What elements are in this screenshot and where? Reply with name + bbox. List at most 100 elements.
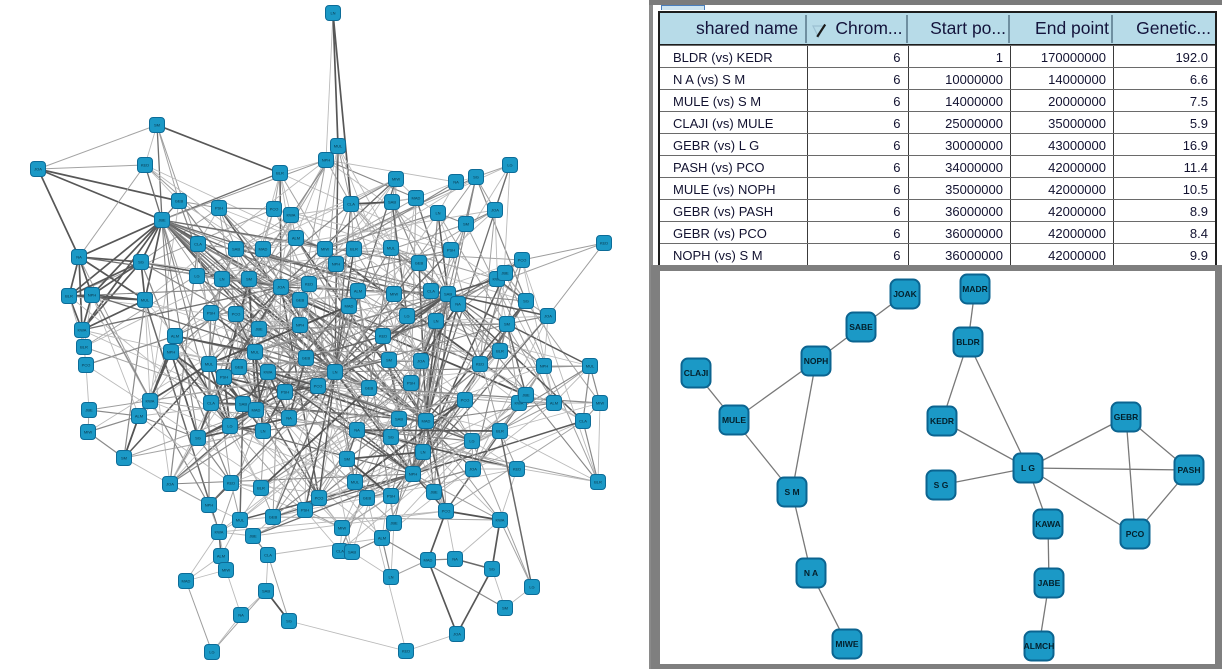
svg-text:LN: LN bbox=[260, 429, 265, 434]
svg-text:PCO: PCO bbox=[232, 312, 241, 317]
svg-text:KED: KED bbox=[476, 362, 484, 367]
svg-text:LN: LN bbox=[435, 211, 440, 216]
svg-text:SG: SG bbox=[138, 260, 144, 265]
svg-text:BLR: BLR bbox=[257, 486, 265, 491]
svg-text:SAB: SAB bbox=[232, 247, 240, 252]
svg-text:KED: KED bbox=[227, 481, 235, 486]
svg-text:KED: KED bbox=[305, 282, 313, 287]
svg-text:MUL: MUL bbox=[351, 480, 360, 485]
svg-text:LG: LG bbox=[209, 650, 214, 655]
svg-text:KED: KED bbox=[600, 241, 608, 246]
svg-text:JOA: JOA bbox=[34, 167, 42, 172]
svg-text:MUL: MUL bbox=[205, 362, 214, 367]
svg-text:NPH: NPH bbox=[540, 364, 549, 369]
svg-text:MUL: MUL bbox=[586, 364, 595, 369]
svg-text:LG: LG bbox=[404, 314, 409, 319]
svg-text:JBE: JBE bbox=[501, 271, 509, 276]
svg-text:PSH: PSH bbox=[215, 206, 223, 211]
svg-text:ALM: ALM bbox=[217, 554, 225, 559]
svg-text:KED: KED bbox=[141, 163, 149, 168]
svg-text:JABE: JABE bbox=[1038, 578, 1061, 588]
svg-text:JBE: JBE bbox=[158, 218, 166, 223]
svg-text:SAB: SAB bbox=[444, 292, 452, 297]
svg-text:JOA: JOA bbox=[453, 632, 461, 637]
svg-text:MIWE: MIWE bbox=[835, 639, 858, 649]
svg-text:CLA: CLA bbox=[207, 401, 215, 406]
svg-text:ALM: ALM bbox=[550, 401, 558, 406]
svg-text:LN: LN bbox=[433, 319, 438, 324]
svg-text:MAD: MAD bbox=[422, 419, 431, 424]
svg-text:PSH: PSH bbox=[301, 508, 309, 513]
svg-text:NA: NA bbox=[354, 428, 360, 433]
svg-text:PCO: PCO bbox=[518, 258, 527, 263]
svg-text:GEB: GEB bbox=[302, 356, 311, 361]
svg-text:SM: SM bbox=[121, 456, 127, 461]
svg-text:JBE: JBE bbox=[255, 327, 263, 332]
svg-text:N A: N A bbox=[804, 568, 818, 578]
svg-text:BLR: BLR bbox=[496, 349, 504, 354]
svg-text:SM: SM bbox=[502, 606, 508, 611]
svg-text:MAD: MAD bbox=[424, 558, 433, 563]
svg-text:SM: SM bbox=[246, 277, 252, 282]
svg-text:ALMCH: ALMCH bbox=[1024, 641, 1055, 651]
svg-text:PASH: PASH bbox=[1178, 465, 1201, 475]
svg-text:CLA: CLA bbox=[427, 289, 435, 294]
svg-text:MADR: MADR bbox=[962, 284, 988, 294]
svg-text:PSH: PSH bbox=[207, 311, 215, 316]
svg-text:NPH: NPH bbox=[322, 158, 331, 163]
svg-text:JOAK: JOAK bbox=[893, 289, 917, 299]
svg-text:JBE: JBE bbox=[522, 393, 530, 398]
svg-text:CLA: CLA bbox=[579, 419, 587, 424]
svg-text:SM: SM bbox=[386, 358, 392, 363]
svg-text:ALM: ALM bbox=[378, 536, 386, 541]
svg-text:KWA: KWA bbox=[215, 530, 224, 535]
svg-text:S G: S G bbox=[934, 480, 949, 490]
svg-text:LN: LN bbox=[219, 277, 224, 282]
svg-text:CLAJI: CLAJI bbox=[684, 368, 709, 378]
svg-text:ALM: ALM bbox=[171, 334, 179, 339]
svg-text:LN: LN bbox=[420, 450, 425, 455]
svg-text:LG: LG bbox=[507, 163, 512, 168]
svg-text:GEB: GEB bbox=[363, 496, 372, 501]
svg-text:PSH: PSH bbox=[447, 248, 455, 253]
svg-text:GEBR: GEBR bbox=[1114, 412, 1139, 422]
svg-text:JOA: JOA bbox=[417, 359, 425, 364]
svg-text:BLDR: BLDR bbox=[956, 337, 980, 347]
svg-text:LN: LN bbox=[330, 11, 335, 16]
svg-text:SG: SG bbox=[195, 436, 201, 441]
svg-text:NPH: NPH bbox=[167, 350, 176, 355]
svg-text:GEB: GEB bbox=[296, 298, 305, 303]
svg-text:LG: LG bbox=[469, 439, 474, 444]
svg-text:KWA: KWA bbox=[264, 370, 273, 375]
svg-text:LN: LN bbox=[332, 370, 337, 375]
svg-text:KWA: KWA bbox=[287, 213, 296, 218]
svg-text:SAB: SAB bbox=[239, 402, 247, 407]
svg-text:SG: SG bbox=[523, 299, 529, 304]
svg-text:KED: KED bbox=[513, 467, 521, 472]
svg-text:BLR: BLR bbox=[350, 247, 358, 252]
svg-text:MIW: MIW bbox=[84, 430, 92, 435]
svg-text:LG: LG bbox=[529, 585, 534, 590]
svg-text:NA: NA bbox=[452, 557, 458, 562]
svg-text:KWA: KWA bbox=[496, 518, 505, 523]
svg-text:NA: NA bbox=[238, 613, 244, 618]
svg-text:PCO: PCO bbox=[270, 207, 279, 212]
svg-text:JOA: JOA bbox=[166, 482, 174, 487]
svg-text:MIW: MIW bbox=[596, 401, 604, 406]
svg-text:JBE: JBE bbox=[249, 534, 257, 539]
svg-text:GEB: GEB bbox=[269, 515, 278, 520]
svg-text:KWA: KWA bbox=[493, 277, 502, 282]
svg-text:GEB: GEB bbox=[235, 365, 244, 370]
svg-text:PSH: PSH bbox=[387, 494, 395, 499]
svg-text:PCO: PCO bbox=[1126, 529, 1145, 539]
svg-text:CLA: CLA bbox=[336, 549, 344, 554]
svg-text:JBE: JBE bbox=[430, 490, 438, 495]
svg-text:NPH: NPH bbox=[296, 323, 305, 328]
svg-text:BLR: BLR bbox=[496, 429, 504, 434]
svg-text:MIW: MIW bbox=[338, 526, 346, 531]
svg-text:GEB: GEB bbox=[175, 199, 184, 204]
svg-text:MIW: MIW bbox=[392, 177, 400, 182]
svg-text:PCO: PCO bbox=[461, 398, 470, 403]
svg-text:SAB: SAB bbox=[395, 417, 403, 422]
svg-text:KWA: KWA bbox=[78, 328, 87, 333]
